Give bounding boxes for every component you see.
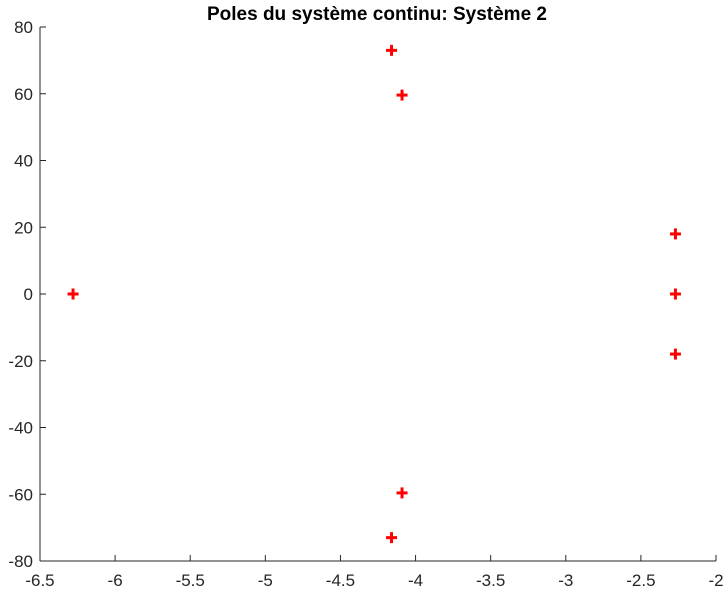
x-tick-label: -5.5	[176, 571, 205, 590]
y-tick-label: 60	[14, 85, 33, 104]
pole-marker	[396, 487, 408, 499]
y-tick-label: -60	[8, 485, 33, 504]
axes	[39, 27, 716, 562]
y-tick-label: -80	[8, 552, 33, 571]
x-tick-label: -2	[708, 571, 723, 590]
pole-marker	[67, 288, 79, 300]
pole-marker	[669, 348, 681, 360]
y-tick-label: -40	[8, 419, 33, 438]
x-tick-label: -6.5	[25, 571, 54, 590]
x-tick-label: -2.5	[626, 571, 655, 590]
chart-title: Poles du système continu: Système 2	[207, 4, 547, 25]
pole-marker	[396, 89, 408, 101]
x-tick-label: -3	[558, 571, 573, 590]
x-tick-label: -3.5	[476, 571, 505, 590]
x-tick-label: -4.5	[326, 571, 355, 590]
x-tick-label: -6	[108, 571, 123, 590]
y-tick-label: 20	[14, 218, 33, 237]
y-tick-label: -20	[8, 352, 33, 371]
y-tick-label: 0	[24, 285, 33, 304]
y-tick-label: 80	[14, 18, 33, 37]
x-axis-ticks: -6.5 -6 -5.5 -5 -4.5 -4 -3.5 -3 -2.5 -2	[25, 555, 724, 590]
pole-markers	[67, 44, 681, 544]
pole-marker	[669, 288, 681, 300]
pole-marker	[669, 228, 681, 240]
x-tick-label: -4	[408, 571, 423, 590]
y-axis-ticks: 80 60 40 20 0 -20 -40 -60 -80	[8, 18, 46, 571]
pole-marker	[386, 532, 398, 544]
x-tick-label: -5	[258, 571, 273, 590]
y-tick-label: 40	[14, 152, 33, 171]
pole-marker	[386, 44, 398, 56]
